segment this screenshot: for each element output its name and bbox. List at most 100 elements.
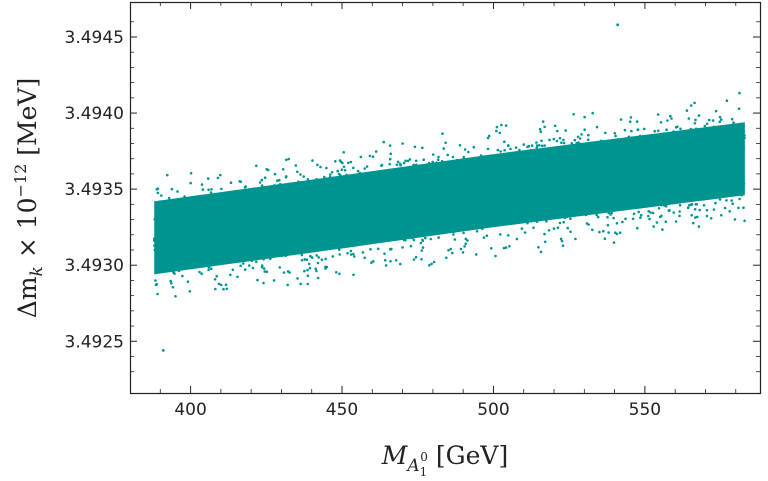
scatter-point <box>313 237 316 240</box>
scatter-point <box>256 233 260 237</box>
scatter-point <box>586 138 590 141</box>
scatter-point <box>278 178 281 182</box>
scatter-point <box>166 201 170 204</box>
scatter-point <box>349 249 353 253</box>
scatter-point <box>484 158 487 162</box>
scatter-point <box>352 231 356 234</box>
scatter-point <box>556 194 559 198</box>
scatter-point <box>166 241 170 245</box>
scatter-point <box>602 229 605 233</box>
scatter-point <box>519 198 522 202</box>
scatter-point <box>569 230 572 234</box>
scatter-point <box>421 146 424 150</box>
scatter-point <box>563 211 566 215</box>
scatter-point <box>286 283 290 287</box>
scatter-point <box>226 224 229 228</box>
scatter-point <box>622 173 626 176</box>
scatter-point <box>547 229 551 232</box>
scatter-point <box>593 205 597 208</box>
scatter-point <box>579 213 583 217</box>
scatter-point <box>486 147 490 151</box>
scatter-point <box>451 155 455 159</box>
scatter-point <box>431 153 435 156</box>
scatter-point <box>719 142 723 145</box>
scatter-point <box>217 282 221 286</box>
scatter-point <box>349 185 353 188</box>
scatter-point <box>435 202 439 205</box>
scatter-point <box>743 134 746 137</box>
scatter-point <box>183 253 186 256</box>
scatter-point <box>588 198 591 201</box>
scatter-point <box>619 145 622 148</box>
scatter-point <box>169 262 172 266</box>
scatter-point <box>392 198 396 201</box>
scatter-point <box>193 207 196 210</box>
scatter-point <box>705 214 709 218</box>
scatter-point <box>647 201 650 205</box>
scatter-point <box>195 201 199 204</box>
scatter-point <box>608 155 612 159</box>
scatter-point <box>730 117 734 121</box>
scatter-point <box>384 210 387 213</box>
scatter-point <box>313 225 316 228</box>
scatter-point <box>203 227 207 230</box>
scatter-point <box>342 151 346 154</box>
scatter-point <box>290 219 294 223</box>
scatter-point <box>469 186 472 190</box>
scatter-point <box>446 197 450 201</box>
scatter-point <box>615 222 619 225</box>
scatter-point <box>187 229 191 233</box>
scatter-point <box>572 196 576 200</box>
scatter-point <box>474 202 477 206</box>
scatter-point <box>658 187 661 190</box>
scatter-point <box>741 170 744 174</box>
scatter-point <box>706 162 709 166</box>
scatter-point <box>741 178 744 182</box>
scatter-point <box>291 192 295 195</box>
scatter-point <box>431 200 435 204</box>
scatter-point <box>555 171 559 175</box>
scatter-point <box>666 119 669 122</box>
scatter-point <box>377 218 380 221</box>
scatter-point <box>174 295 177 298</box>
scatter-point <box>251 210 255 213</box>
scatter-point <box>641 158 644 161</box>
scatter-point <box>462 204 466 207</box>
scatter-point <box>204 215 208 218</box>
scatter-point <box>352 227 356 230</box>
scatter-point <box>683 132 686 136</box>
scatter-point <box>302 250 306 253</box>
scatter-point <box>723 206 727 210</box>
scatter-point <box>526 202 530 205</box>
scatter-point <box>399 163 402 167</box>
scatter-point <box>638 134 642 138</box>
scatter-point <box>701 153 704 157</box>
scatter-point <box>403 190 406 193</box>
scatter-point <box>525 198 529 202</box>
scatter-point <box>319 183 323 187</box>
scatter-point <box>545 210 548 213</box>
scatter-point <box>689 186 692 189</box>
scatter-point <box>531 158 534 162</box>
scatter-point <box>239 226 242 229</box>
scatter-point <box>619 175 623 179</box>
scatter-point <box>655 159 659 163</box>
scatter-point <box>526 186 530 189</box>
scatter-point <box>357 198 361 201</box>
scatter-point <box>516 161 520 165</box>
scatter-point <box>669 114 672 118</box>
scatter-point <box>653 135 657 139</box>
scatter-point <box>329 213 333 216</box>
scatter-point <box>513 189 517 192</box>
scatter-point <box>239 251 243 255</box>
scatter-point <box>715 175 718 179</box>
scatter-point <box>273 172 277 176</box>
scatter-point <box>440 192 443 195</box>
scatter-point <box>361 234 365 238</box>
scatter-point <box>687 117 691 120</box>
scatter-point <box>653 158 656 161</box>
scatter-point <box>400 186 403 189</box>
scatter-point <box>423 183 427 187</box>
scatter-point <box>479 159 482 162</box>
scatter-point <box>538 177 542 181</box>
